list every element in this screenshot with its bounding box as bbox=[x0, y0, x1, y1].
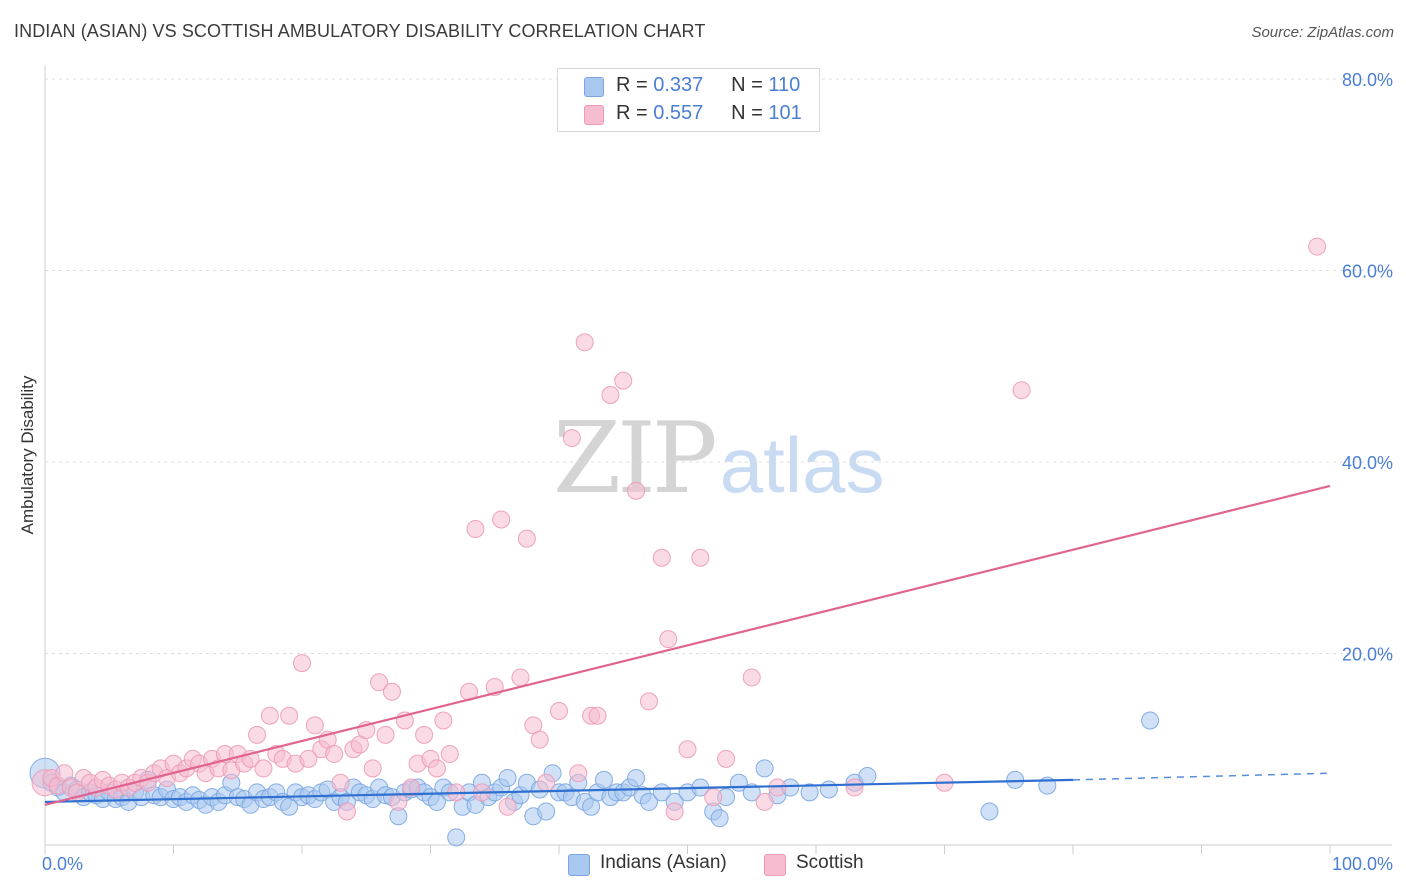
n-label: N = bbox=[731, 102, 763, 124]
scottish-point bbox=[427, 759, 446, 778]
scottish-point bbox=[665, 802, 684, 821]
scottish-point bbox=[845, 778, 864, 797]
indians-point bbox=[819, 780, 838, 799]
r-value: 0.557 bbox=[653, 102, 704, 124]
n-label: N = bbox=[731, 74, 763, 96]
scottish-point bbox=[755, 792, 774, 811]
scottish-point bbox=[376, 725, 395, 744]
indians-point bbox=[1141, 711, 1160, 730]
scottish-point bbox=[498, 797, 517, 816]
scottish-point bbox=[659, 630, 678, 649]
indians-trend-extension bbox=[1072, 772, 1331, 781]
indians-point bbox=[627, 768, 646, 787]
y-tick-label: 20.0% bbox=[1342, 645, 1393, 665]
legend-swatch-scottish bbox=[584, 105, 604, 125]
scottish-point bbox=[389, 792, 408, 811]
scottish-point bbox=[434, 711, 453, 730]
indians-point bbox=[447, 828, 466, 847]
scottish-point bbox=[466, 520, 485, 539]
indians-point bbox=[800, 783, 819, 802]
scottish-point bbox=[652, 548, 671, 567]
scottish-point bbox=[742, 668, 761, 687]
scottish-point bbox=[614, 371, 633, 390]
n-value: 110 bbox=[768, 74, 801, 96]
indians-point bbox=[537, 802, 556, 821]
scottish-point bbox=[569, 764, 588, 783]
scottish-point bbox=[627, 481, 646, 500]
scottish-point bbox=[254, 759, 273, 778]
legend-label-indians: Indians (Asian) bbox=[600, 852, 727, 873]
x-tick-label: 100.0% bbox=[1332, 854, 1393, 874]
scottish-point bbox=[331, 773, 350, 792]
indians-point bbox=[980, 802, 999, 821]
scottish-point bbox=[325, 745, 344, 764]
indians-point bbox=[498, 768, 517, 787]
scottish-point bbox=[530, 730, 549, 749]
y-tick-label: 80.0% bbox=[1342, 70, 1393, 90]
indians-point bbox=[1006, 770, 1025, 789]
r-value: 0.337 bbox=[653, 74, 704, 96]
scottish-point bbox=[691, 548, 710, 567]
indians-trend-line bbox=[44, 778, 1074, 804]
scottish-point bbox=[299, 749, 318, 768]
scottish-point bbox=[370, 673, 389, 692]
scottish-point bbox=[517, 529, 536, 548]
indians-point bbox=[710, 809, 729, 828]
y-tick-label: 60.0% bbox=[1342, 262, 1393, 282]
y-tick-label: 40.0% bbox=[1342, 453, 1393, 473]
scottish-point bbox=[415, 725, 434, 744]
scottish-point bbox=[550, 701, 568, 720]
legend-swatch-indians bbox=[568, 854, 590, 876]
indians-point bbox=[755, 759, 774, 778]
scottish-point bbox=[1012, 381, 1031, 400]
scottish-point bbox=[293, 654, 311, 673]
indians-point bbox=[594, 770, 613, 789]
scottish-point bbox=[717, 749, 736, 768]
scottish-point bbox=[768, 778, 787, 797]
scottish-point bbox=[440, 745, 459, 764]
scottish-point bbox=[248, 725, 267, 744]
scottish-point bbox=[382, 682, 401, 701]
scottish-point bbox=[704, 788, 723, 807]
scottish-point bbox=[639, 692, 658, 711]
r-label: R = bbox=[616, 74, 648, 96]
scottish-point bbox=[280, 706, 299, 725]
n-value: 101 bbox=[768, 102, 802, 124]
scottish-point bbox=[678, 740, 697, 759]
scottish-point bbox=[575, 333, 594, 352]
scottish-point bbox=[511, 668, 530, 687]
scottish-point bbox=[363, 759, 382, 778]
scottish-point bbox=[562, 429, 581, 448]
scottish-point bbox=[537, 773, 556, 792]
scottish-point bbox=[402, 778, 421, 797]
scottish-point bbox=[1308, 237, 1327, 256]
scottish-point bbox=[492, 510, 511, 529]
x-tick-label: 0.0% bbox=[42, 854, 83, 874]
chart-title: INDIAN (ASIAN) VS SCOTTISH AMBULATORY DI… bbox=[14, 21, 706, 41]
scottish-point bbox=[337, 802, 356, 821]
scottish-point bbox=[588, 706, 607, 725]
stats-legend: R = 0.337 N = 110 R = 0.557 N = 101 bbox=[557, 68, 820, 132]
scottish-point bbox=[601, 385, 620, 404]
source-label: Source: ZipAtlas.com bbox=[1251, 24, 1394, 41]
scottish-trend-line bbox=[44, 484, 1331, 806]
scottish-point bbox=[260, 706, 279, 725]
legend-swatch-indians bbox=[584, 77, 604, 97]
scottish-point bbox=[305, 716, 324, 735]
indians-point bbox=[742, 783, 761, 802]
legend-swatch-scottish bbox=[764, 854, 786, 876]
legend-label-scottish: Scottish bbox=[796, 852, 864, 873]
indians-point bbox=[639, 792, 658, 811]
r-label: R = bbox=[616, 102, 648, 124]
